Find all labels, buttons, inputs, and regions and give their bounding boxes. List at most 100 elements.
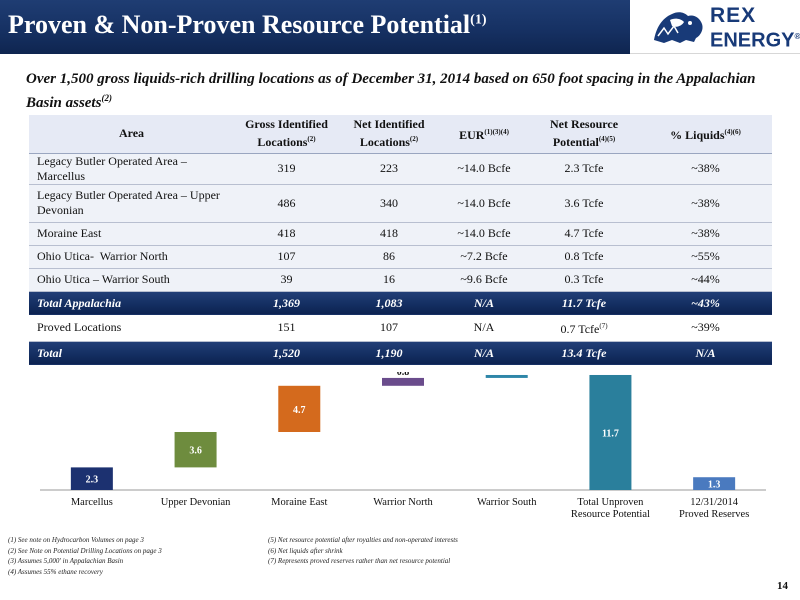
table-row: Moraine East 418 418 ~14.0 Bcfe 4.7 Tcfe… [29,222,772,246]
data-label: 4.7 [293,405,306,416]
footnote: (2) See Note on Potential Drilling Locat… [8,546,162,555]
category-label: Warrior South [477,497,537,508]
data-label: 1.3 [708,480,721,491]
cell-liquids: N/A [639,341,772,365]
cell-eur: N/A [439,315,529,342]
bar-upper-devonian [174,432,217,468]
footnote: (1) See note on Hydrocarbon Volumes on p… [8,536,144,544]
cell-eur: ~7.2 Bcfe [439,245,529,269]
cell-liquids: ~43% [639,291,772,315]
cell-net: 223 [339,153,439,185]
table-row: Legacy Butler Operated Area – Upper Devo… [29,184,772,223]
footnote: (3) Assumes 5,000' in Appalachian Basin [8,557,124,565]
category-label: Total Unproven [577,497,644,508]
cell-liquids: ~44% [639,268,772,292]
lion-logo-icon [654,12,703,43]
bar-total-unproven-resource-potential [589,374,632,490]
footnotes-right: (5) Net resource potential after royalti… [268,535,458,567]
subtitle: Over 1,500 gross liquids-rich drilling l… [26,71,756,111]
cell-nrp: 2.3 Tcfe [529,153,639,185]
bar-moraine-east [278,385,321,432]
cell-area: Legacy Butler Operated Area – Upper Devo… [29,184,234,223]
cell-area: Total Appalachia [29,291,234,315]
cell-nrp: 0.7 Tcfe(7) [529,315,639,342]
cell-net: 1,190 [339,341,439,365]
data-label: 2.3 [86,475,99,486]
cell-eur: ~14.0 Bcfe [439,153,529,185]
cell-nrp: 13.4 Tcfe [529,341,639,365]
category-label: Proved Reserves [679,509,749,520]
cell-net: 340 [339,184,439,223]
category-label: Marcellus [71,497,113,508]
cell-gross: 151 [234,315,339,342]
cell-gross: 1,520 [234,341,339,365]
resource-table: Area Gross Identified Locations(2) Net Id… [29,115,772,365]
data-label: 0.8 [397,372,410,378]
col-header-nrp: Net Resource Potential(4)(5) [529,115,639,154]
bar-warrior-south [485,374,528,378]
page-number: 14 [777,580,788,592]
bar-warrior-north [382,377,424,386]
cell-liquids: ~38% [639,153,772,185]
total-row: Total 1,520 1,190 N/A 13.4 Tcfe N/A [29,341,772,365]
cell-net: 107 [339,315,439,342]
col-header-liquids: % Liquids(4)(6) [639,115,772,154]
col-header-eur: EUR(1)(3)(4) [439,115,529,154]
page-title: Proven & Non-Proven Resource Potential(1… [8,10,487,39]
category-label: Moraine East [271,497,327,508]
cell-eur: ~9.6 Bcfe [439,268,529,292]
data-label: 0.3 [500,372,513,375]
proved-locations-row: Proved Locations 151 107 N/A 0.7 Tcfe(7)… [29,315,772,342]
bar-marcellus [70,467,113,490]
table-row: Ohio Utica – Warrior South 39 16 ~9.6 Bc… [29,268,772,292]
table-row: Ohio Utica- Warrior North 107 86 ~7.2 Bc… [29,245,772,269]
rex-energy-logo: REX ENERGY® [630,0,800,54]
cell-eur: N/A [439,341,529,365]
footnote: (7) Represents proved reserves rather th… [268,557,451,565]
col-header-gross: Gross Identified Locations(2) [234,115,339,154]
footnote: (4) Assumes 55% ethane recovery [8,567,103,576]
logo-wordmark: REX ENERGY® [710,4,800,52]
cell-area: Ohio Utica- Warrior North [29,245,234,269]
resource-waterfall-chart: 2.3 Marcellus 3.6 Upper Devonian 4.7 Moraine … [40,372,766,520]
data-label: 3.6 [189,446,202,457]
cell-net: 418 [339,222,439,246]
data-label: 11.7 [602,428,619,439]
cell-nrp: 4.7 Tcfe [529,222,639,246]
category-label: 12/31/2014 [690,497,739,508]
cell-net: 1,083 [339,291,439,315]
total-appalachia-row: Total Appalachia 1,369 1,083 N/A 11.7 Tc… [29,291,772,315]
col-header-area: Area [29,115,234,154]
cell-nrp: 0.8 Tcfe [529,245,639,269]
category-label: Upper Devonian [161,497,231,508]
cell-liquids: ~38% [639,222,772,246]
footnote: (5) Net resource potential after royalti… [268,536,458,544]
cell-area: Proved Locations [29,315,234,342]
cell-eur: ~14.0 Bcfe [439,184,529,223]
cell-nrp: 11.7 Tcfe [529,291,639,315]
cell-nrp: 3.6 Tcfe [529,184,639,223]
cell-area: Moraine East [29,222,234,246]
cell-net: 16 [339,268,439,292]
cell-gross: 39 [234,268,339,292]
cell-gross: 1,369 [234,291,339,315]
table-row: Legacy Butler Operated Area – Marcellus … [29,153,772,185]
cell-eur: ~14.0 Bcfe [439,222,529,246]
cell-eur: N/A [439,291,529,315]
col-header-net: Net Identified Locations(2) [339,115,439,154]
cell-liquids: ~55% [639,245,772,269]
category-label: Resource Potential [571,509,650,520]
cell-area: Legacy Butler Operated Area – Marcellus [29,153,234,185]
footnotes-left: (1) See note on Hydrocarbon Volumes on p… [8,535,162,577]
table-header-row: Area Gross Identified Locations(2) Net Id… [29,115,772,154]
cell-nrp: 0.3 Tcfe [529,268,639,292]
cell-area: Total [29,341,234,365]
cell-gross: 486 [234,184,339,223]
category-label: Warrior North [373,497,433,508]
cell-liquids: ~39% [639,315,772,342]
cell-gross: 319 [234,153,339,185]
footnote: (6) Net liquids after shrink [268,546,343,555]
cell-liquids: ~38% [639,184,772,223]
slide-header: Proven & Non-Proven Resource Potential(1… [0,0,800,54]
cell-area: Ohio Utica – Warrior South [29,268,234,292]
